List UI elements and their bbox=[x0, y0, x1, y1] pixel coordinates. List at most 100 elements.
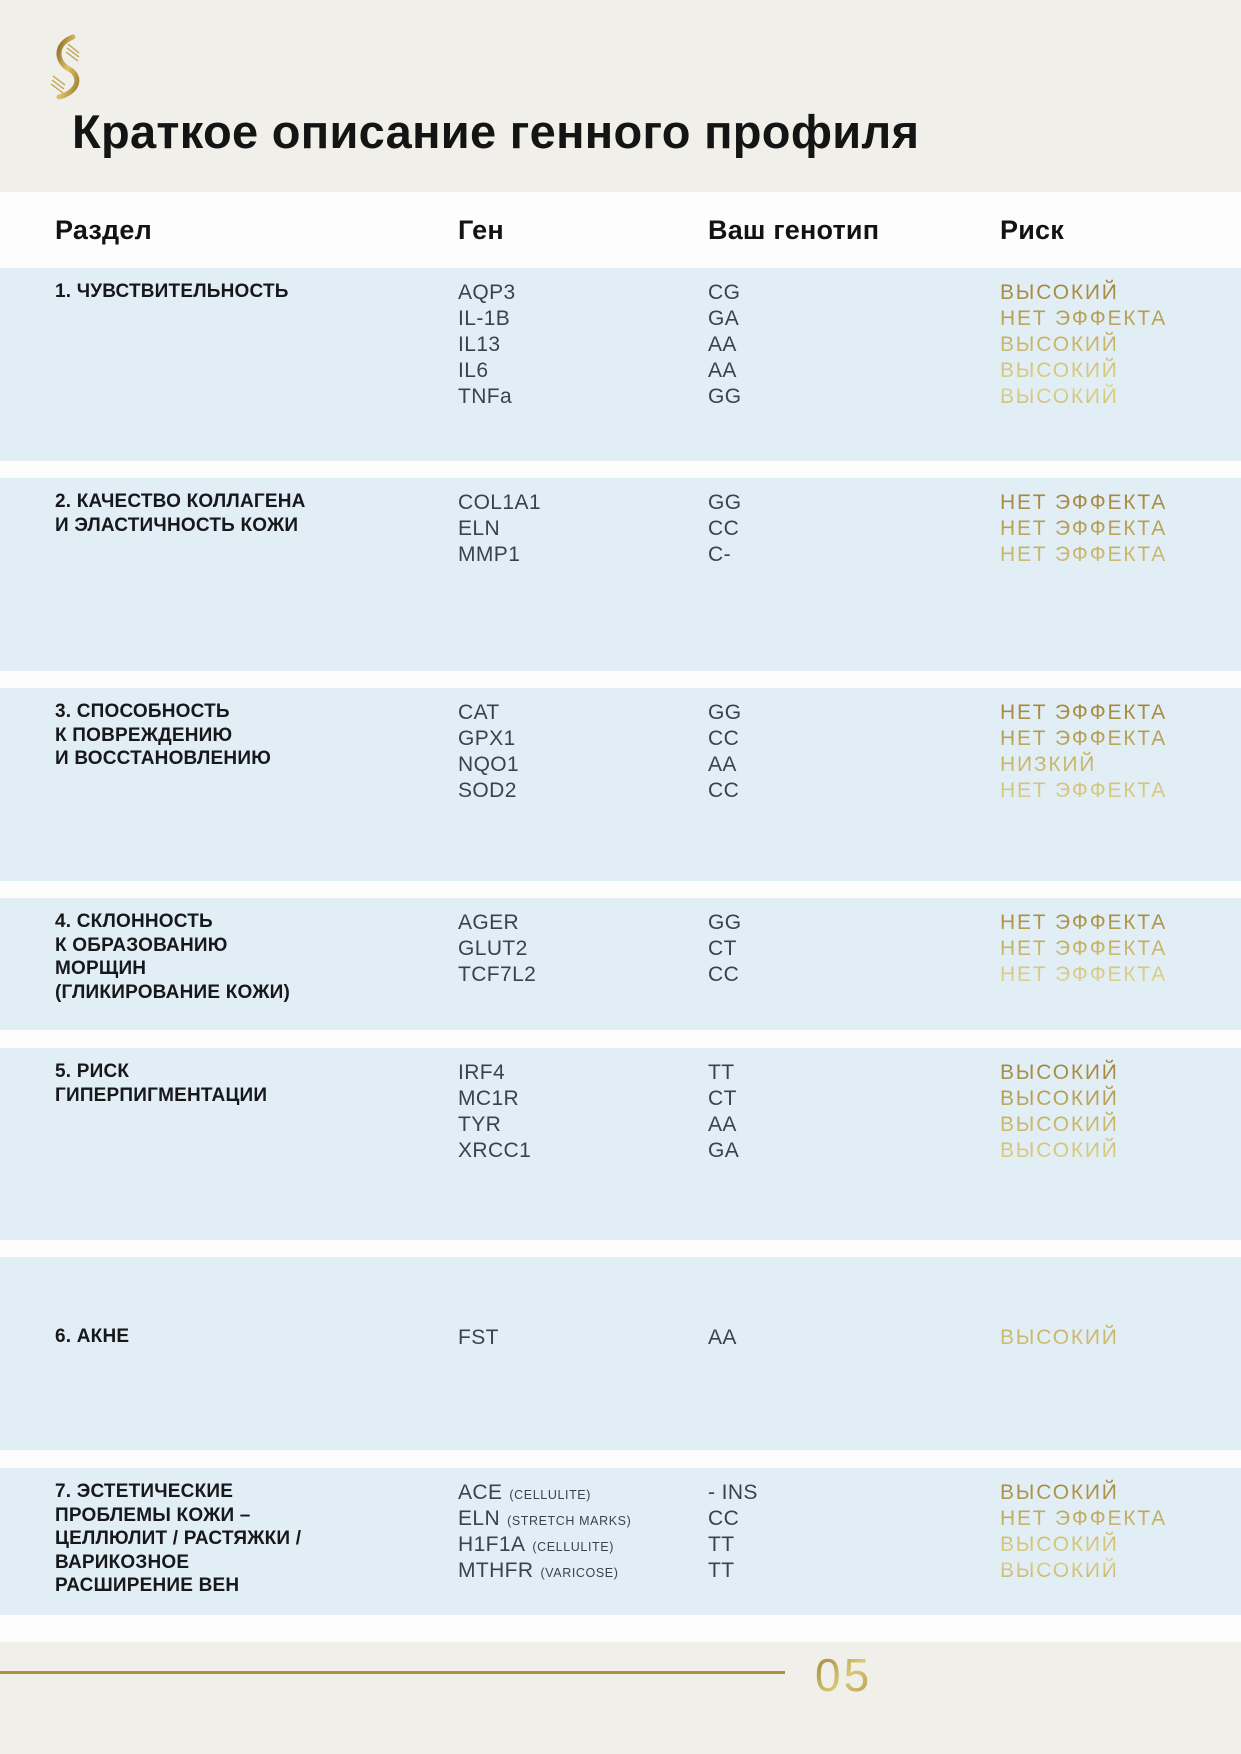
column-header-risk: Риск bbox=[1000, 214, 1064, 245]
page-number: 05 bbox=[815, 1649, 873, 1701]
genotype-value: TT bbox=[708, 1061, 735, 1084]
gene-row: ACE (CELLULITE) bbox=[458, 1480, 708, 1506]
gene-name: ACE bbox=[458, 1481, 503, 1504]
genotype-value: AA bbox=[708, 359, 737, 382]
gene-row: GPX1 bbox=[458, 726, 708, 752]
section-band: 4. СКЛОННОСТЬ К ОБРАЗОВАНИЮ МОРЩИН (ГЛИКИРО… bbox=[0, 898, 1241, 1030]
page-footer: 05 bbox=[0, 1642, 1241, 1754]
gene-name: TCF7L2 bbox=[458, 963, 537, 986]
genotype-list: AA bbox=[708, 1257, 1000, 1450]
genotype-value: GG bbox=[708, 385, 742, 408]
gene-row: ELN (STRETCH MARKS) bbox=[458, 1506, 708, 1532]
gene-name: IL6 bbox=[458, 359, 489, 382]
section-title-line: 2. КАЧЕСТВО КОЛЛАГЕНА bbox=[55, 491, 306, 512]
section-title: 4. СКЛОННОСТЬ К ОБРАЗОВАНИЮ МОРЩИН (ГЛИКИРО… bbox=[55, 898, 458, 1030]
genotype-value: AA bbox=[708, 333, 737, 356]
genotype-value: CC bbox=[708, 517, 740, 540]
risk-value: НЕТ ЭФФЕКТА bbox=[1000, 937, 1168, 960]
section-title-line: 6. АКНЕ bbox=[55, 1326, 130, 1347]
gene-name: MMP1 bbox=[458, 543, 521, 566]
page-header: Краткое описание генного профиля bbox=[0, 0, 1241, 192]
gene-name: MC1R bbox=[458, 1087, 520, 1110]
section-band: 3. СПОСОБНОСТЬ К ПОВРЕЖДЕНИЮ И ВОССТАНОВЛЕ… bbox=[0, 688, 1241, 881]
gene-name: GLUT2 bbox=[458, 937, 528, 960]
section-title-line: 4. СКЛОННОСТЬ bbox=[55, 911, 213, 932]
gene-row: COL1A1 bbox=[458, 490, 708, 516]
gene-row: MTHFR (VARICOSE) bbox=[458, 1558, 708, 1584]
risk-list: НЕТ ЭФФЕКТА НЕТ ЭФФЕКТА НИЗКИЙ НЕТ ЭФФЕКТА bbox=[1000, 688, 1241, 881]
genotype-value: GA bbox=[708, 1139, 740, 1162]
footer-divider-line bbox=[0, 1671, 785, 1674]
risk-value: ВЫСОКИЙ bbox=[1000, 1533, 1119, 1556]
section-title-line: (ГЛИКИРОВАНИЕ КОЖИ) bbox=[55, 981, 290, 1003]
risk-value: НЕТ ЭФФЕКТА bbox=[1000, 517, 1168, 540]
gene-list: COL1A1 ELN MMP1 bbox=[458, 478, 708, 671]
gene-row: IL-1B bbox=[458, 306, 708, 332]
section-title-line: 5. РИСК bbox=[55, 1061, 130, 1082]
genotype-value: - INS bbox=[708, 1481, 758, 1504]
genotype-value: CT bbox=[708, 1087, 737, 1110]
risk-value: НИЗКИЙ bbox=[1000, 753, 1097, 776]
section-title-line: ВАРИКОЗНОЕ bbox=[55, 1551, 190, 1573]
genotype-list: - INS CC TT TT bbox=[708, 1468, 1000, 1615]
section-band: 1. ЧУВСТВИТЕЛЬНОСТЬ AQP3 IL-1B IL13 IL6 TNFa C… bbox=[0, 268, 1241, 461]
gene-row: TCF7L2 bbox=[458, 962, 708, 988]
section-title: 3. СПОСОБНОСТЬ К ПОВРЕЖДЕНИЮ И ВОССТАНОВЛЕ… bbox=[55, 688, 458, 881]
dna-helix-icon bbox=[50, 34, 80, 100]
risk-value: НЕТ ЭФФЕКТА bbox=[1000, 307, 1168, 330]
gene-name: SOD2 bbox=[458, 779, 517, 802]
section-title-line: 1. ЧУВСТВИТЕЛЬНОСТЬ bbox=[55, 281, 289, 302]
gene-row: NQO1 bbox=[458, 752, 708, 778]
section-title-line: К ОБРАЗОВАНИЮ bbox=[55, 934, 228, 956]
gene-name: IL13 bbox=[458, 333, 501, 356]
genotype-list: GG CC C- bbox=[708, 478, 1000, 671]
risk-value: ВЫСОКИЙ bbox=[1000, 359, 1119, 382]
section-title: 6. АКНЕ bbox=[55, 1257, 458, 1450]
risk-list: ВЫСОКИЙ НЕТ ЭФФЕКТА ВЫСОКИЙ ВЫСОКИЙ ВЫСОКИЙ bbox=[1000, 268, 1241, 461]
risk-value: НЕТ ЭФФЕКТА bbox=[1000, 963, 1168, 986]
risk-list: НЕТ ЭФФЕКТА НЕТ ЭФФЕКТА НЕТ ЭФФЕКТА bbox=[1000, 478, 1241, 671]
genotype-value: GG bbox=[708, 911, 742, 934]
gene-list: IRF4 MC1R TYR XRCC1 bbox=[458, 1048, 708, 1240]
gene-row: IRF4 bbox=[458, 1060, 708, 1086]
genotype-value: CC bbox=[708, 779, 740, 802]
gene-row: FST bbox=[458, 1325, 708, 1351]
genotype-value: AA bbox=[708, 753, 737, 776]
risk-value: НЕТ ЭФФЕКТА bbox=[1000, 727, 1168, 750]
genotype-value: AA bbox=[708, 1113, 737, 1136]
gene-note: (CELLULITE) bbox=[532, 1540, 614, 1554]
section-title-line: МОРЩИН bbox=[55, 958, 147, 979]
gene-list: AQP3 IL-1B IL13 IL6 TNFa bbox=[458, 268, 708, 461]
genotype-value: TT bbox=[708, 1559, 735, 1582]
risk-list: ВЫСОКИЙ НЕТ ЭФФЕКТА ВЫСОКИЙ ВЫСОКИЙ bbox=[1000, 1468, 1241, 1615]
genotype-value: GG bbox=[708, 491, 742, 514]
gene-row: ELN bbox=[458, 516, 708, 542]
risk-value: ВЫСОКИЙ bbox=[1000, 1061, 1119, 1084]
column-header-gene: Ген bbox=[458, 214, 504, 245]
section-title-line: ГИПЕРПИГМЕНТАЦИИ bbox=[55, 1084, 268, 1106]
gene-row: IL13 bbox=[458, 332, 708, 358]
gene-row: XRCC1 bbox=[458, 1138, 708, 1164]
gene-row: AQP3 bbox=[458, 280, 708, 306]
gene-row: GLUT2 bbox=[458, 936, 708, 962]
risk-value: НЕТ ЭФФЕКТА bbox=[1000, 911, 1168, 934]
section-title-line: ПРОБЛЕМЫ КОЖИ – bbox=[55, 1504, 251, 1526]
gene-row: CAT bbox=[458, 700, 708, 726]
gene-note: (STRETCH MARKS) bbox=[507, 1514, 632, 1528]
risk-value: НЕТ ЭФФЕКТА bbox=[1000, 701, 1168, 724]
genotype-value: AA bbox=[708, 1326, 737, 1349]
page-title: Краткое описание генного профиля bbox=[72, 105, 920, 158]
genotype-list: GG CC AA CC bbox=[708, 688, 1000, 881]
section-band: 5. РИСК ГИПЕРПИГМЕНТАЦИИ IRF4 MC1R TYR XRCC1 T… bbox=[0, 1048, 1241, 1240]
section-band: 7. ЭСТЕТИЧЕСКИЕ ПРОБЛЕМЫ КОЖИ – ЦЕЛЛЮЛИТ /… bbox=[0, 1468, 1241, 1615]
genotype-value: GA bbox=[708, 307, 740, 330]
gene-name: TYR bbox=[458, 1113, 502, 1136]
gene-name: XRCC1 bbox=[458, 1139, 532, 1162]
section-title-line: И ЭЛАСТИЧНОСТЬ КОЖИ bbox=[55, 514, 299, 536]
gene-row: H1F1A (CELLULITE) bbox=[458, 1532, 708, 1558]
section-title: 5. РИСК ГИПЕРПИГМЕНТАЦИИ bbox=[55, 1048, 458, 1240]
section-title-line: И ВОССТАНОВЛЕНИЮ bbox=[55, 748, 271, 769]
risk-value: НЕТ ЭФФЕКТА bbox=[1000, 491, 1168, 514]
section-title-line: 7. ЭСТЕТИЧЕСКИЕ bbox=[55, 1481, 234, 1502]
